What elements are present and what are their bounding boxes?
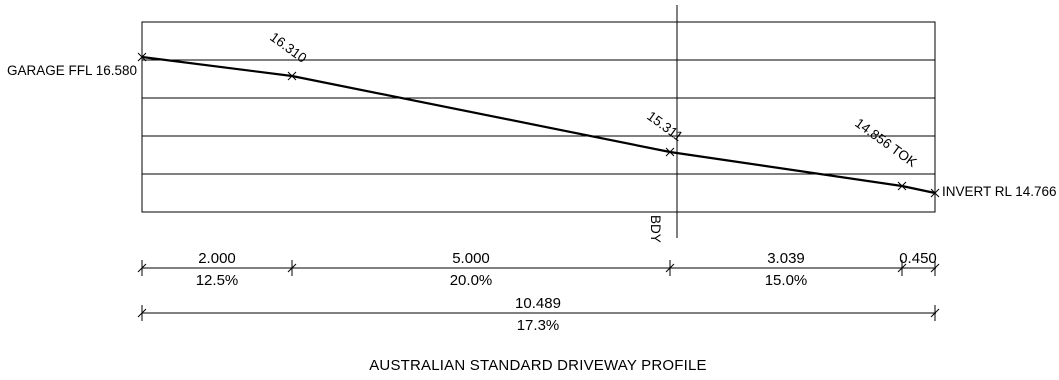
drawing-title: AUSTRALIAN STANDARD DRIVEWAY PROFILE [369, 357, 707, 374]
total-length: 10.489 [515, 295, 561, 312]
boundary-label: BDY [648, 215, 663, 243]
segment-length-4: 0.450 [899, 250, 937, 267]
segment-length-1: 2.000 [198, 250, 236, 267]
garage-ffl-label: GARAGE FFL 16.580 [7, 63, 137, 78]
dimension-tick [930, 305, 940, 321]
segment-length-2: 5.000 [452, 250, 490, 267]
total-grade: 17.3% [517, 317, 560, 334]
dimension-tick [137, 260, 147, 276]
invert-rl-label: INVERT RL 14.766 [942, 184, 1057, 199]
dimension-tick [287, 260, 297, 276]
marker-15-311 [665, 147, 675, 157]
level-label-15-311: 15.311 [644, 108, 685, 144]
profile-border [141, 21, 936, 213]
dimension-tick [930, 260, 940, 276]
segment-length-3: 3.039 [767, 250, 805, 267]
dimension-tick [897, 260, 907, 276]
dimension-tick [137, 305, 147, 321]
segment-dimension-line [137, 260, 940, 276]
total-dimension-line [137, 305, 940, 321]
marker-16-310 [287, 71, 297, 81]
dimension-tick [665, 260, 675, 276]
marker-tok [897, 181, 907, 191]
segment-grade-2: 20.0% [450, 272, 493, 289]
point-markers [137, 52, 940, 198]
marker-invert [930, 188, 940, 198]
profile-frame [141, 21, 936, 213]
driveway-profile-line [141, 55, 936, 195]
level-label-tok: 14.856 TOK [852, 115, 919, 170]
segment-grade-3: 15.0% [765, 272, 808, 289]
marker-garage [137, 52, 147, 62]
segment-grade-1: 12.5% [196, 272, 239, 289]
